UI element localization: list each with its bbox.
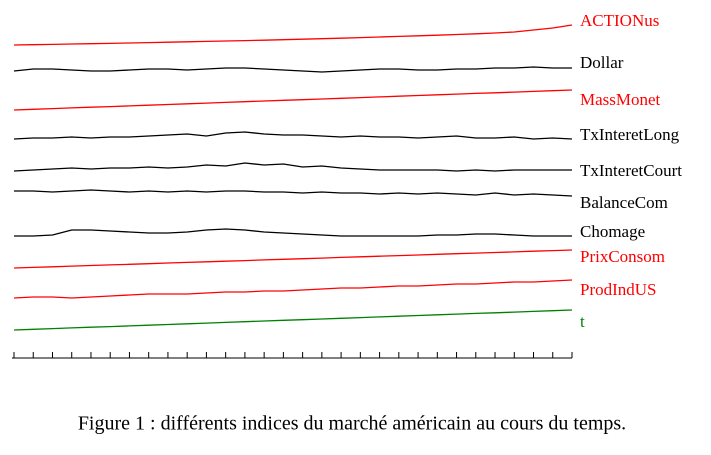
legend-label: TxInteretCourt	[580, 161, 682, 180]
legend-label: PrixConsom	[580, 247, 665, 266]
series-line	[13, 89, 573, 111]
legend-label: t	[580, 312, 585, 331]
series-line	[14, 228, 572, 237]
series-line	[13, 24, 573, 46]
legend-label: TxInteretLong	[580, 125, 680, 144]
legend-label: BalanceCom	[580, 193, 668, 212]
legend-label: Chomage	[580, 222, 645, 241]
legend-label: MassMonet	[580, 90, 661, 109]
series-line	[13, 162, 572, 172]
series-line	[13, 309, 573, 331]
legend-label: ACTIONus	[580, 11, 659, 30]
series-line	[14, 189, 573, 197]
series-line	[13, 279, 573, 299]
legend-label: Dollar	[580, 53, 624, 72]
caption: Figure 1 : différents indices du marché …	[78, 413, 626, 435]
series-line	[13, 131, 573, 140]
series-line	[13, 66, 572, 73]
legend-label: ProdIndUS	[580, 280, 657, 299]
series-line	[13, 249, 573, 269]
